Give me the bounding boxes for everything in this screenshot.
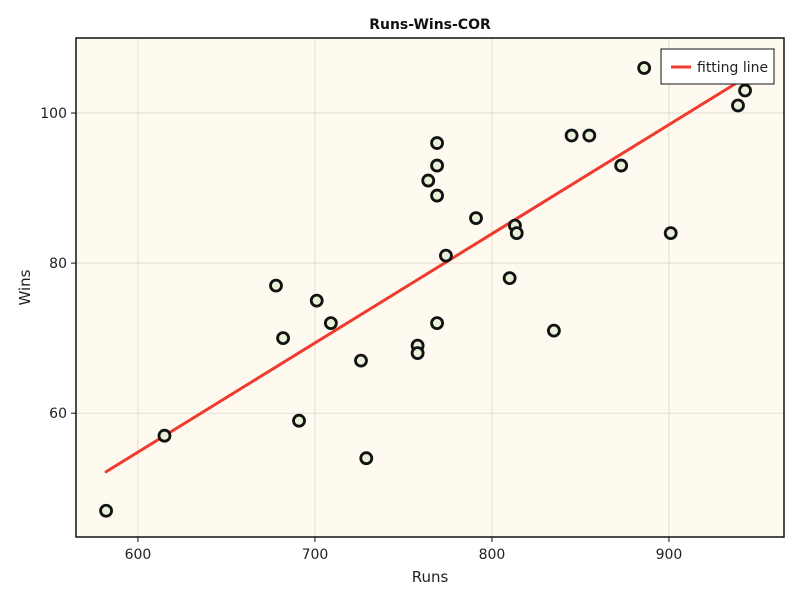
data-point — [502, 271, 517, 286]
data-point — [157, 428, 172, 443]
y-tick-label: 100 — [40, 106, 67, 122]
data-point — [421, 173, 436, 188]
data-point — [430, 316, 444, 331]
chart-title: Runs-Wins-COR — [369, 17, 491, 33]
data-point — [731, 98, 745, 113]
plot-area — [76, 38, 784, 537]
data-point — [564, 128, 579, 143]
data-point — [292, 413, 306, 428]
x-axis-label: Runs — [412, 568, 449, 586]
axis-ticks: 600 700 800 900 60 80 100 — [40, 106, 682, 563]
data-point — [430, 158, 444, 173]
data-point — [430, 136, 444, 150]
data-point — [614, 158, 629, 173]
data-point — [276, 331, 290, 346]
data-point — [509, 226, 524, 240]
x-tick-label: 900 — [656, 547, 683, 563]
data-point — [430, 188, 444, 203]
data-point — [354, 353, 368, 368]
data-point — [359, 451, 374, 466]
data-point — [323, 316, 338, 331]
y-tick-label: 80 — [49, 256, 67, 272]
x-tick-label: 700 — [302, 547, 329, 563]
legend-label-fitting-line: fitting line — [697, 60, 768, 76]
data-point — [309, 293, 324, 308]
data-point — [663, 226, 678, 240]
data-point — [269, 278, 283, 293]
y-tick-label: 60 — [49, 406, 67, 422]
data-point — [439, 248, 453, 263]
data-point — [637, 61, 652, 75]
data-point — [410, 346, 425, 361]
plot-frame — [75, 37, 785, 538]
data-point — [547, 323, 561, 338]
x-tick-label: 800 — [479, 547, 506, 563]
y-axis-label: Wins — [16, 269, 34, 305]
x-tick-label: 600 — [125, 547, 152, 563]
grid-lines — [76, 38, 784, 537]
data-point — [469, 211, 483, 225]
data-point — [99, 503, 113, 518]
data-point — [738, 83, 752, 98]
fitting-line-segment — [104, 76, 747, 474]
data-points — [99, 61, 752, 518]
data-point — [582, 128, 597, 143]
fitting-line — [104, 76, 747, 474]
legend: fitting line — [660, 48, 775, 85]
